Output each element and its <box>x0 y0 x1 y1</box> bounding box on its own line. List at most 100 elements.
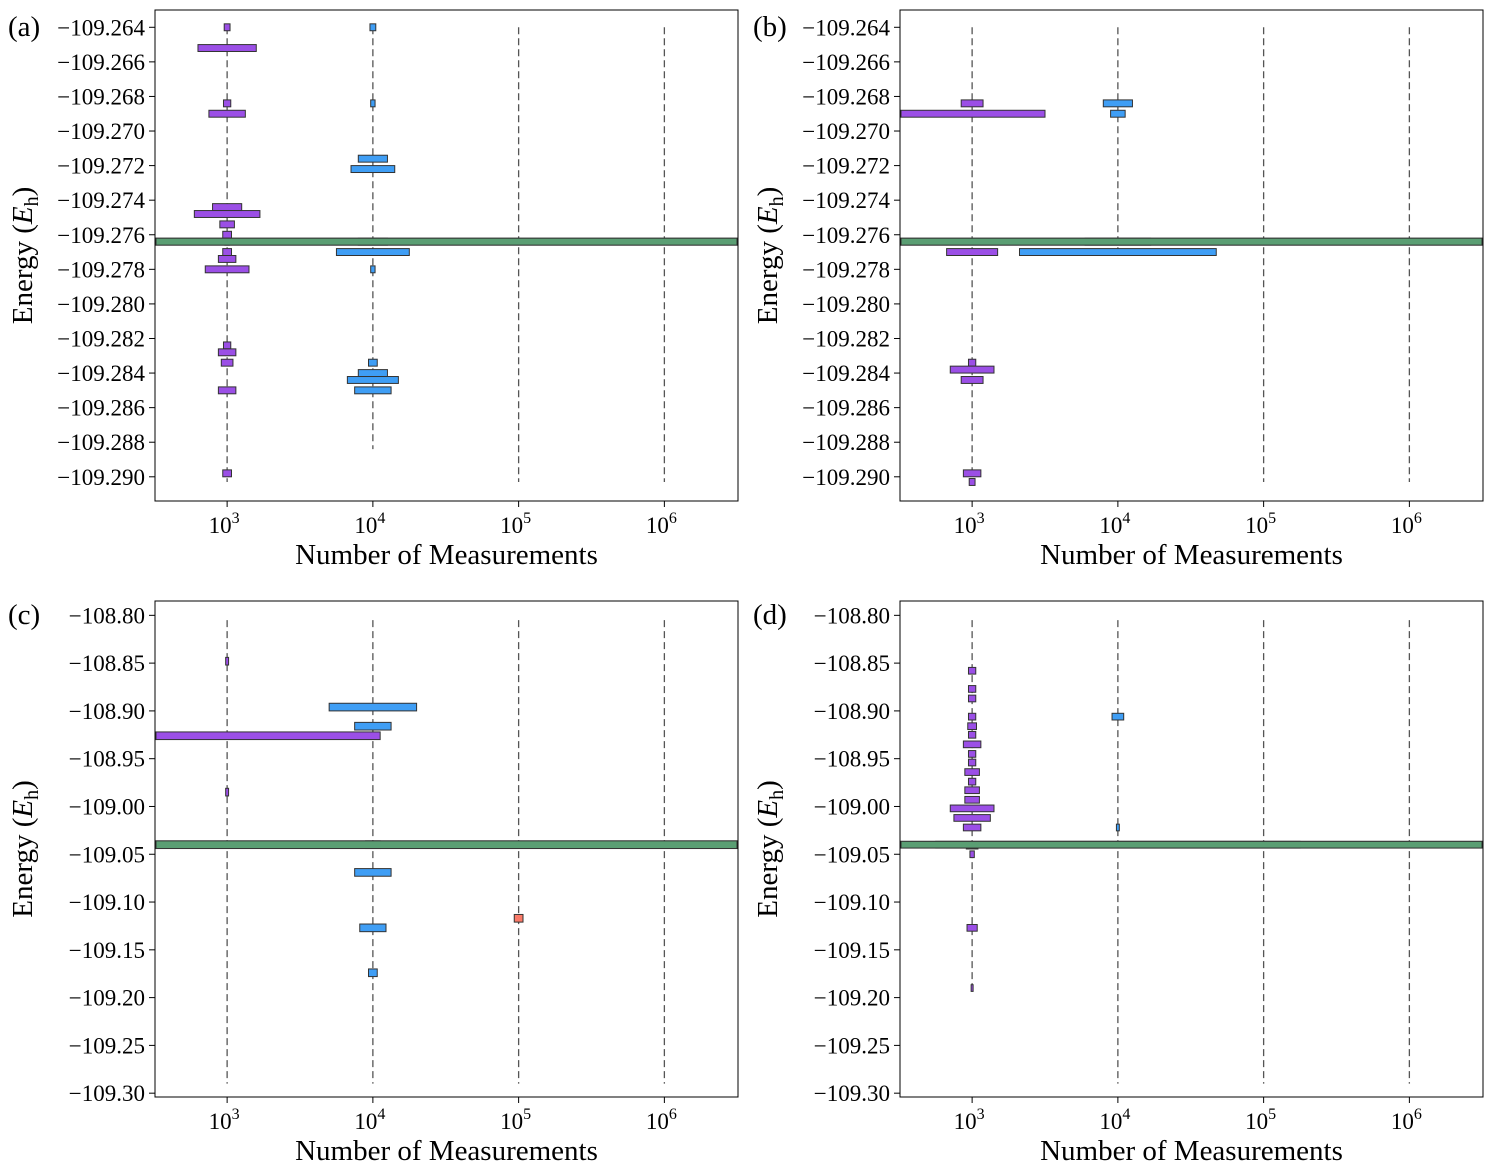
histogram-bar <box>354 721 392 731</box>
y-axis-label: Energy (Eh) <box>7 780 43 918</box>
y-tick-label: −109.280 <box>57 292 145 317</box>
histogram-bar <box>369 23 377 32</box>
y-tick-label: −108.90 <box>69 699 145 724</box>
histogram-bar <box>1102 99 1133 108</box>
histogram-bar <box>225 787 230 797</box>
y-tick-label: −109.268 <box>802 84 890 109</box>
histogram-bar <box>513 913 524 923</box>
y-tick-label: −109.270 <box>57 119 145 144</box>
y-tick-label: −109.00 <box>814 794 890 819</box>
x-axis-label: Number of Measurements <box>1040 539 1343 571</box>
histogram-bar <box>222 469 232 478</box>
histogram-bar <box>222 230 232 239</box>
histogram-bar <box>1115 823 1120 832</box>
y-tick-label: −109.282 <box>802 326 890 351</box>
histogram-bar <box>350 165 396 174</box>
panel-label: (c) <box>8 599 40 631</box>
y-tick-label: −109.25 <box>814 1033 890 1058</box>
y-tick-label: −109.288 <box>57 430 145 455</box>
y-axis-label: Energy (Eh) <box>752 780 788 918</box>
y-tick-label: −109.276 <box>802 223 890 248</box>
y-tick-label: −108.90 <box>814 699 890 724</box>
plot-frame <box>154 9 739 502</box>
histogram-bar <box>370 99 376 108</box>
histogram-bar <box>970 984 974 992</box>
histogram-bar <box>368 358 378 367</box>
y-tick-label: −109.15 <box>814 938 890 963</box>
y-tick-label: −109.15 <box>69 938 145 963</box>
histogram-bar <box>193 210 261 218</box>
x-axis-label: Number of Measurements <box>1040 1135 1343 1167</box>
histogram-bar <box>964 786 980 795</box>
x-axis-label: Number of Measurements <box>295 539 598 571</box>
x-tick-label: 103 <box>954 510 985 538</box>
y-tick-label: −109.278 <box>57 257 145 282</box>
y-tick-label: −109.290 <box>57 465 145 490</box>
histogram-bar <box>370 265 376 274</box>
chart-panel-1: −109.264 −109.266 −109.268 −109.270 −109.272… <box>752 9 1484 571</box>
histogram-bar <box>967 777 977 786</box>
y-tick-label: −109.272 <box>57 154 145 179</box>
y-tick-label: −109.25 <box>69 1033 145 1058</box>
y-tick-label: −109.288 <box>802 430 890 455</box>
y-tick-label: −109.268 <box>57 84 145 109</box>
histogram-bar <box>217 386 237 395</box>
histogram-bar <box>335 248 410 256</box>
y-tick-label: −109.266 <box>802 50 890 75</box>
chart-panel-0: −109.264 −109.266 −109.268 −109.270 −109.272… <box>7 9 739 571</box>
histogram-bar <box>960 376 984 384</box>
y-tick-label: −109.284 <box>802 361 890 386</box>
y-tick-label: −109.286 <box>57 396 145 421</box>
histogram-bar <box>222 248 232 256</box>
x-tick-label: 105 <box>1245 1106 1276 1134</box>
x-tick-label: 105 <box>500 510 531 538</box>
histogram-bar <box>212 203 243 212</box>
chart-panel-2: −108.80 −108.85 −108.90 −108.95 −109.00 −109.… <box>7 599 739 1167</box>
panel-label: (d) <box>753 599 787 631</box>
histogram-bar <box>968 478 976 486</box>
histogram-bar <box>354 386 392 395</box>
y-tick-label: −109.264 <box>57 15 145 40</box>
y-tick-label: −109.05 <box>814 842 890 867</box>
histogram-bar <box>155 731 381 741</box>
histogram-bar <box>354 868 392 877</box>
histogram-bar <box>967 358 977 367</box>
histogram-bar <box>967 694 977 703</box>
y-tick-label: −109.270 <box>802 119 890 144</box>
y-tick-label: −109.286 <box>802 396 890 421</box>
histogram-bar <box>953 814 991 822</box>
y-tick-label: −109.280 <box>802 292 890 317</box>
y-axis-label: Energy (Eh) <box>752 187 788 325</box>
y-axis-label: Energy (Eh) <box>7 187 43 325</box>
panel-label: (a) <box>8 11 40 43</box>
histogram-bar <box>967 722 977 731</box>
x-tick-label: 104 <box>1099 510 1130 538</box>
y-tick-label: −109.272 <box>802 154 890 179</box>
x-tick-label: 104 <box>1099 1106 1130 1134</box>
histogram-bar <box>222 99 232 108</box>
y-tick-label: −109.00 <box>69 794 145 819</box>
x-tick-label: 103 <box>954 1106 985 1134</box>
y-tick-label: −109.05 <box>69 842 145 867</box>
histogram-bar <box>217 348 237 357</box>
histogram-bar <box>966 923 978 932</box>
y-tick-label: −108.95 <box>69 747 145 772</box>
histogram-bar <box>204 265 250 274</box>
y-tick-label: −109.274 <box>802 188 890 213</box>
plot-frame <box>154 600 739 1098</box>
y-tick-label: −109.284 <box>57 361 145 386</box>
histogram-bar <box>967 712 977 721</box>
plot-frame <box>899 600 1484 1098</box>
x-tick-label: 103 <box>209 510 240 538</box>
x-tick-label: 106 <box>1391 1106 1422 1134</box>
y-tick-label: −108.85 <box>814 651 890 676</box>
x-axis-label: Number of Measurements <box>295 1135 598 1167</box>
histogram-bar <box>900 840 1483 849</box>
y-tick-label: −109.30 <box>69 1081 145 1106</box>
plot-frame <box>899 9 1484 502</box>
histogram-bar <box>1110 109 1126 118</box>
y-tick-label: −109.30 <box>814 1081 890 1106</box>
y-tick-label: −108.95 <box>814 747 890 772</box>
histogram-bar <box>960 99 984 108</box>
